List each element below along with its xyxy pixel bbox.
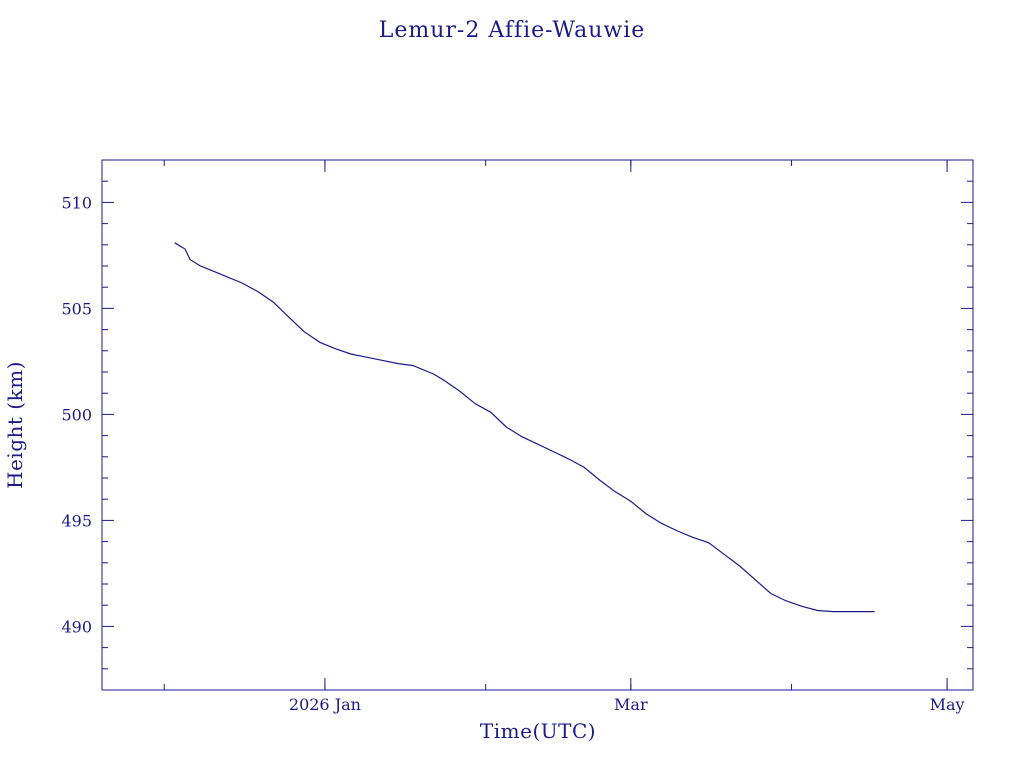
y-tick-label: 490 — [61, 617, 92, 636]
y-tick-label: 505 — [61, 299, 92, 318]
height-series-line — [174, 242, 875, 613]
chart-title: Lemur-2 Affie-Wauwie — [379, 18, 646, 43]
x-tick-label: Mar — [614, 695, 648, 714]
plot-frame — [101, 159, 974, 691]
y-axis-label: Height (km) — [3, 361, 27, 489]
tick-labels: 490 495 500 505 510 2026 Jan Mar May — [61, 193, 964, 714]
y-tick-label: 495 — [61, 511, 92, 530]
x-tick-label: 2026 Jan — [289, 695, 361, 714]
x-tick-label: May — [930, 695, 965, 714]
y-tick-label: 510 — [61, 193, 92, 212]
y-tick-label: 500 — [61, 405, 92, 424]
axis-ticks — [102, 159, 973, 691]
x-axis-label: Time(UTC) — [480, 719, 596, 743]
